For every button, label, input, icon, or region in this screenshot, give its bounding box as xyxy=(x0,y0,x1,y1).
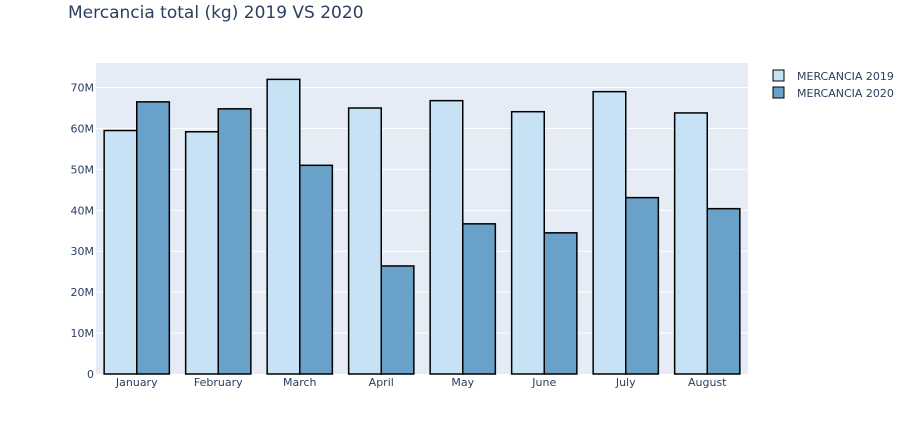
bar-2020[interactable] xyxy=(380,265,415,375)
x-tick-label: July xyxy=(615,376,636,389)
y-axis: 0 10M 20M 30M 40M 50M 60M 70M xyxy=(71,82,95,381)
x-axis: January February March April May June July Augu… xyxy=(115,376,727,389)
bar-2019[interactable] xyxy=(184,130,219,375)
legend-swatch-2020[interactable] xyxy=(772,86,785,99)
x-tick-label: February xyxy=(194,376,243,389)
bars xyxy=(103,78,741,375)
x-tick-label: March xyxy=(283,376,317,389)
y-tick-label: 60M xyxy=(71,122,95,135)
x-tick-label: August xyxy=(688,376,727,389)
x-tick-label: June xyxy=(531,376,556,389)
legend: MERCANCIA 2019 MERCANCIA 2020 xyxy=(772,69,894,100)
bar-2019[interactable] xyxy=(266,78,301,375)
y-tick-label: 50M xyxy=(71,163,95,176)
bar-2020[interactable] xyxy=(462,223,497,375)
bar-2019[interactable] xyxy=(103,129,138,375)
bar-2020[interactable] xyxy=(543,232,578,375)
y-tick-label: 20M xyxy=(71,286,95,299)
bar-2019[interactable] xyxy=(347,107,382,375)
chart-title: Mercancia total (kg) 2019 VS 2020 xyxy=(68,3,364,23)
bar-2020[interactable] xyxy=(136,101,171,375)
x-tick-label: April xyxy=(369,376,394,389)
legend-swatch-2019[interactable] xyxy=(772,69,785,82)
x-tick-label: January xyxy=(115,376,158,389)
bar-2019[interactable] xyxy=(592,90,627,375)
bar-2019[interactable] xyxy=(429,99,464,375)
bar-2020[interactable] xyxy=(299,164,334,375)
y-tick-label: 10M xyxy=(71,327,95,340)
x-tick-label: May xyxy=(451,376,474,389)
bar-2019[interactable] xyxy=(510,110,545,375)
bar-2020[interactable] xyxy=(625,196,660,375)
y-tick-label: 70M xyxy=(71,82,95,95)
legend-label-2020: MERCANCIA 2020 xyxy=(797,87,894,100)
bar-2020[interactable] xyxy=(217,108,252,375)
bar-2019[interactable] xyxy=(673,112,709,375)
legend-label-2019: MERCANCIA 2019 xyxy=(797,70,894,83)
y-tick-label: 30M xyxy=(71,245,95,258)
bar-2020[interactable] xyxy=(706,207,741,375)
y-tick-label: 40M xyxy=(71,204,95,217)
y-tick-label: 0 xyxy=(87,368,94,381)
